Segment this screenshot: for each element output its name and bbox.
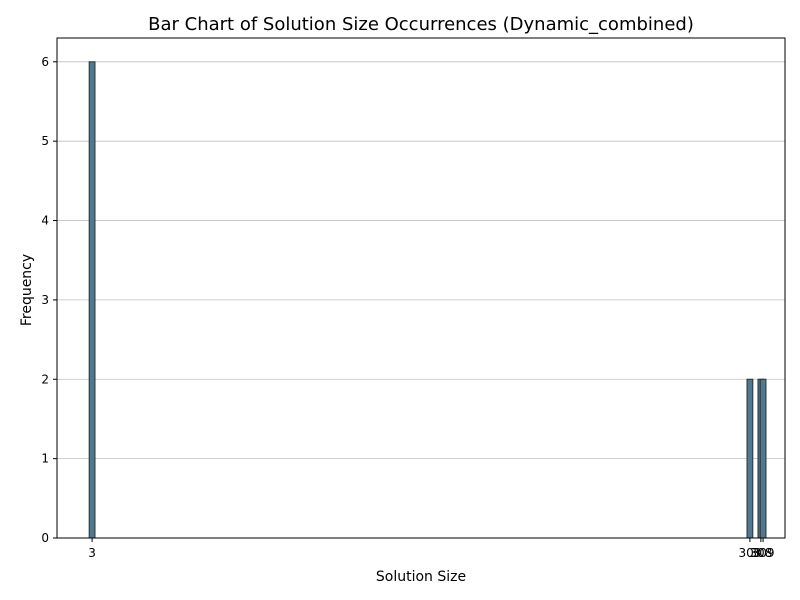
grid-lines — [57, 61, 785, 539]
x-tick-label: 309 — [752, 546, 775, 560]
x-axis-label: Solution Size — [376, 569, 466, 585]
y-tick-label: 6 — [41, 55, 49, 69]
bar-309 — [759, 378, 767, 539]
y-tick-label: 3 — [41, 293, 49, 307]
bar-3 — [88, 61, 96, 539]
y-axis-label: Frequency — [19, 254, 35, 326]
y-tick-label: 5 — [41, 134, 49, 148]
bar-303 — [746, 378, 754, 539]
chart-title: Bar Chart of Solution Size Occurrences (… — [148, 14, 694, 35]
y-tick-label: 2 — [41, 372, 49, 386]
x-tick-label: 303 — [738, 546, 761, 560]
x-tick-label: 3 — [88, 546, 96, 560]
y-axis-ticks: 0 1 2 3 4 5 6 — [41, 55, 57, 545]
y-tick-label: 4 — [41, 214, 49, 228]
plot-frame — [56, 37, 786, 539]
y-tick-label: 1 — [41, 452, 49, 466]
x-tick-label: 308 — [749, 546, 772, 560]
y-tick-label: 0 — [41, 531, 49, 545]
